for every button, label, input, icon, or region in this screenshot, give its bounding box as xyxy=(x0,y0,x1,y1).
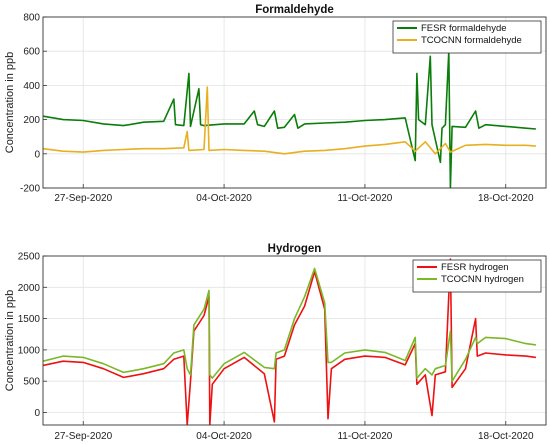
y-tick-label: 400 xyxy=(23,81,40,92)
fesr-formaldehyde-line xyxy=(43,50,536,188)
y-tick-label: 2000 xyxy=(18,283,41,294)
y-tick-label: 0 xyxy=(34,149,40,160)
x-tick-label: 27-Sep-2020 xyxy=(54,193,112,204)
legend-entry: TCOCNN hydrogen xyxy=(441,274,524,285)
x-tick-label: 11-Oct-2020 xyxy=(337,431,392,442)
tcocnn-hydrogen-line xyxy=(43,267,537,382)
y-tick-label: 0 xyxy=(34,408,40,419)
x-tick-label: 27-Sep-2020 xyxy=(54,431,112,442)
x-tick-label: 18-Oct-2020 xyxy=(478,193,534,204)
x-tick-label: 04-Oct-2020 xyxy=(196,431,252,442)
x-tick-label: 11-Oct-2020 xyxy=(337,193,392,204)
chart-title: Hydrogen xyxy=(268,243,322,255)
y-tick-label: -200 xyxy=(20,184,40,195)
y-tick-label: 500 xyxy=(23,377,40,388)
legend-box xyxy=(412,259,542,293)
y-tick-label: 200 xyxy=(23,115,40,126)
legend-entry: FESR hydrogen xyxy=(441,262,509,273)
y-tick-label: 800 xyxy=(23,13,40,24)
formaldehyde-chart: -200 0 200 400 600 800 27-Sep-2020 04-Oct-2020 1… xyxy=(4,4,547,204)
axes-frame xyxy=(42,255,547,426)
y-tick-label: 2500 xyxy=(18,252,41,263)
x-tick-label: 04-Oct-2020 xyxy=(196,193,252,204)
y-tick-label: 600 xyxy=(23,47,40,58)
y-tick-label: 1000 xyxy=(18,345,41,356)
y-axis-label: Concentration in ppb xyxy=(4,290,16,392)
y-tick-label: 1500 xyxy=(18,314,41,325)
hydrogen-chart: 0 500 1000 1500 2000 2500 27-Sep-2020 04-Oct-20… xyxy=(4,243,547,442)
legend-entry: TCOCNN formaldehyde xyxy=(421,35,522,46)
tcocnn-formaldehyde-line xyxy=(43,86,536,155)
chart-title: Formaldehyde xyxy=(255,4,334,16)
axes-frame xyxy=(42,16,547,189)
fesr-hydrogen-line xyxy=(43,258,537,425)
legend-box xyxy=(392,20,542,54)
x-tick-label: 18-Oct-2020 xyxy=(478,431,534,442)
legend-entry: FESR formaldehyde xyxy=(421,23,507,34)
y-axis-label: Concentration in ppb xyxy=(4,52,16,154)
